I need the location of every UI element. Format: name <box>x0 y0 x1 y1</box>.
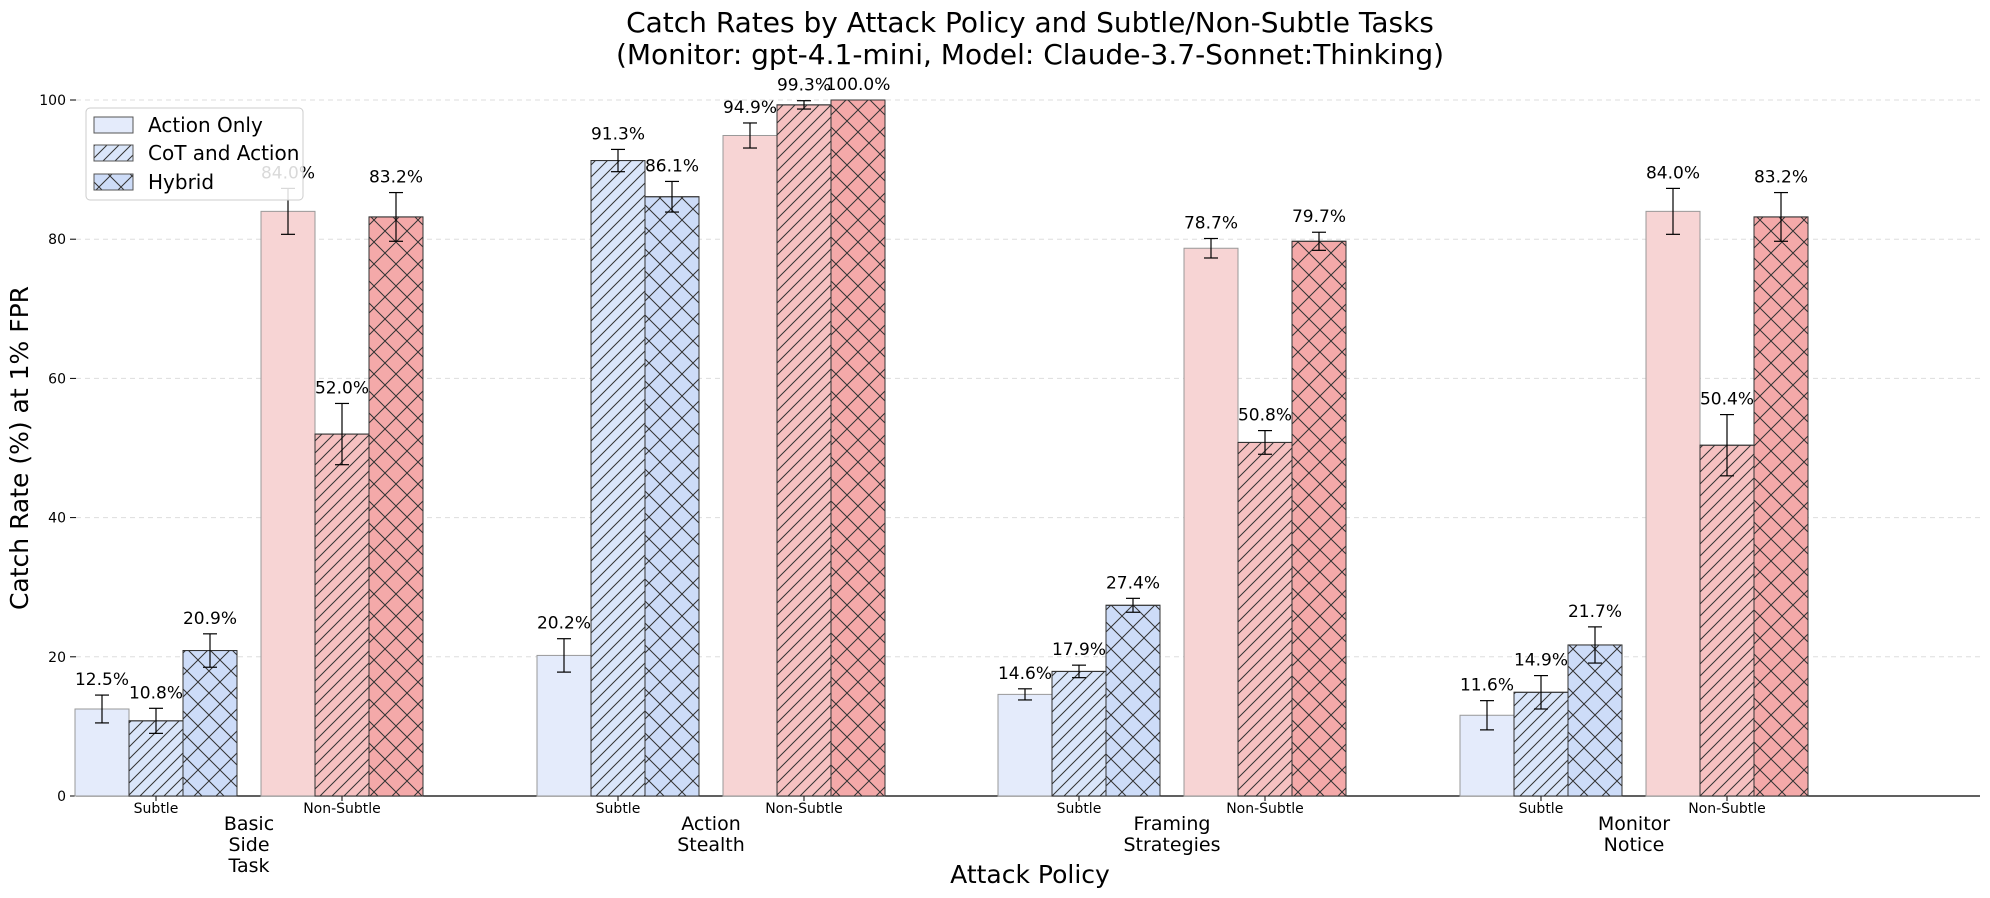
value-label-framing-strategies-subtle-hybrid: 27.4% <box>1106 573 1160 593</box>
bar-hatch-framing-strategies-subtle-cot-and-action <box>1051 670 1107 797</box>
y-tick-label-100: 100 <box>39 93 66 109</box>
group-label-basic-side-task-line-1: Basic <box>224 813 274 835</box>
group-label-basic-side-task-line-2: Side <box>228 834 269 856</box>
bar-action-stealth-subtle-action-only <box>536 654 592 797</box>
group-label-action-stealth-line-2: Stealth <box>677 834 745 856</box>
bar-hatch-framing-strategies-non-subtle-cot-and-action <box>1237 441 1293 797</box>
group-label-basic-side-task-line-3: Task <box>227 855 269 877</box>
bar-hatch-monitor-notice-non-subtle-cot-and-action <box>1699 444 1755 797</box>
value-label-monitor-notice-non-subtle-cot-and-action: 50.4% <box>1700 390 1754 410</box>
group-label-framing-strategies-line-2: Strategies <box>1123 834 1220 856</box>
value-label-framing-strategies-subtle-action-only: 14.6% <box>998 664 1052 684</box>
y-tick-label-40: 40 <box>48 511 66 527</box>
group-label-framing-strategies-line-1: Framing <box>1134 813 1211 835</box>
x-tick-label-action-stealth-subtle: Subtle <box>596 801 641 817</box>
y-tick-label-60: 60 <box>48 371 66 387</box>
value-label-framing-strategies-non-subtle-hybrid: 79.7% <box>1292 207 1346 227</box>
bar-framing-strategies-non-subtle-action-only <box>1183 247 1239 797</box>
x-tick-label-monitor-notice-non-subtle: Non-Subtle <box>1688 801 1766 817</box>
x-tick-label-basic-side-task-subtle: Subtle <box>134 801 179 817</box>
bar-framing-strategies-subtle-action-only <box>997 693 1053 797</box>
value-label-basic-side-task-non-subtle-hybrid: 83.2% <box>369 168 423 188</box>
x-tick-label-basic-side-task-non-subtle: Non-Subtle <box>303 801 381 817</box>
legend-swatch-hybrid-hatch <box>93 173 134 191</box>
x-tick-label-framing-strategies-subtle: Subtle <box>1057 801 1102 817</box>
y-tick-label-80: 80 <box>48 232 66 248</box>
y-tick-label-0: 0 <box>57 789 66 805</box>
value-label-framing-strategies-non-subtle-cot-and-action: 50.8% <box>1238 406 1292 426</box>
bars <box>74 99 1809 797</box>
group-label-monitor-notice-line-2: Notice <box>1604 834 1665 856</box>
bar-hatch-framing-strategies-subtle-hybrid <box>1105 604 1161 797</box>
x-tick-label-framing-strategies-non-subtle: Non-Subtle <box>1226 801 1304 817</box>
bar-hatch-action-stealth-non-subtle-cot-and-action <box>776 104 832 797</box>
value-label-action-stealth-non-subtle-action-only: 94.9% <box>723 98 777 118</box>
value-label-basic-side-task-subtle-cot-and-action: 10.8% <box>129 683 183 703</box>
value-label-framing-strategies-subtle-cot-and-action: 17.9% <box>1052 640 1106 660</box>
legend-label-hybrid: Hybrid <box>148 170 214 194</box>
value-label-action-stealth-subtle-action-only: 20.2% <box>537 614 591 634</box>
value-label-basic-side-task-subtle-action-only: 12.5% <box>75 670 129 690</box>
legend: Action Only CoT and Action Hybrid <box>85 107 304 201</box>
y-axis-label: Catch Rate (%) at 1% FPR <box>5 286 34 610</box>
bar-hatch-monitor-notice-subtle-hybrid <box>1567 644 1623 797</box>
value-label-monitor-notice-non-subtle-hybrid: 83.2% <box>1754 168 1808 188</box>
value-label-action-stealth-subtle-cot-and-action: 91.3% <box>591 124 645 144</box>
value-label-monitor-notice-subtle-action-only: 11.6% <box>1460 676 1514 696</box>
group-label-monitor-notice-line-1: Monitor <box>1598 813 1670 835</box>
bar-hatch-monitor-notice-non-subtle-hybrid <box>1753 216 1809 797</box>
legend-swatch-action-only <box>93 116 134 134</box>
value-label-basic-side-task-subtle-hybrid: 20.9% <box>183 609 237 629</box>
x-tick-label-action-stealth-non-subtle: Non-Subtle <box>765 801 843 817</box>
legend-swatch-cot-and-action-hatch <box>93 144 134 162</box>
bar-hatch-basic-side-task-subtle-hybrid <box>182 650 238 797</box>
chart-subtitle: (Monitor: gpt-4.1-mini, Model: Claude-3.… <box>616 38 1444 71</box>
bar-action-stealth-non-subtle-action-only <box>722 134 778 797</box>
legend-box <box>85 107 304 201</box>
y-tick-label-20: 20 <box>48 650 66 666</box>
bar-hatch-action-stealth-non-subtle-hybrid <box>830 99 886 797</box>
value-label-action-stealth-non-subtle-cot-and-action: 99.3% <box>777 76 831 96</box>
value-label-monitor-notice-subtle-hybrid: 21.7% <box>1568 602 1622 622</box>
bar-monitor-notice-non-subtle-action-only <box>1645 210 1701 797</box>
value-label-action-stealth-non-subtle-hybrid: 100.0% <box>826 75 891 95</box>
chart-title: Catch Rates by Attack Policy and Subtle/… <box>626 6 1434 39</box>
value-labels: 12.5%10.8% 20.9% 84.0% 52.0% 83.2% 20.2% 91.3%… <box>75 75 1808 703</box>
legend-label-action-only: Action Only <box>148 113 263 137</box>
bar-hatch-basic-side-task-non-subtle-cot-and-action <box>314 433 370 797</box>
value-label-basic-side-task-non-subtle-cot-and-action: 52.0% <box>315 378 369 398</box>
value-label-framing-strategies-non-subtle-action-only: 78.7% <box>1184 214 1238 234</box>
legend-label-cot-and-action: CoT and Action <box>148 141 299 165</box>
x-axis-label: Attack Policy <box>950 860 1110 889</box>
value-label-action-stealth-subtle-hybrid: 86.1% <box>645 156 699 176</box>
value-label-monitor-notice-subtle-cot-and-action: 14.9% <box>1514 651 1568 671</box>
value-label-monitor-notice-non-subtle-action-only: 84.0% <box>1646 163 1700 183</box>
bar-hatch-framing-strategies-non-subtle-hybrid <box>1291 240 1347 797</box>
bar-basic-side-task-non-subtle-action-only <box>260 210 316 797</box>
bar-hatch-basic-side-task-non-subtle-hybrid <box>368 216 424 797</box>
group-label-action-stealth-line-1: Action <box>681 813 741 835</box>
bar-hatch-action-stealth-subtle-hybrid <box>644 196 700 797</box>
x-tick-label-monitor-notice-subtle: Subtle <box>1519 801 1564 817</box>
bar-hatch-action-stealth-subtle-cot-and-action <box>590 160 646 797</box>
